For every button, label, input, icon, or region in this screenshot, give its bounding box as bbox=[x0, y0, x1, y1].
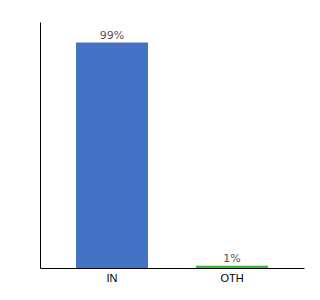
bar bbox=[196, 266, 268, 268]
data-labels: 99% 1% bbox=[100, 29, 241, 265]
y-axis bbox=[40, 23, 41, 269]
x-tick: OTH bbox=[220, 272, 243, 284]
bars bbox=[76, 43, 268, 269]
x-axis-line bbox=[41, 268, 305, 269]
y-axis-line bbox=[40, 23, 41, 269]
data-label: 1% bbox=[223, 252, 240, 265]
bar bbox=[76, 43, 148, 269]
x-tick-label: IN bbox=[107, 272, 118, 284]
chart-svg: IN OTH 99% 1% bbox=[0, 0, 320, 300]
data-label: 99% bbox=[100, 29, 124, 42]
x-axis: IN OTH bbox=[41, 269, 305, 284]
x-tick: IN bbox=[107, 272, 118, 284]
x-tick-label: OTH bbox=[220, 272, 243, 284]
chart-container: IN OTH 99% 1% bbox=[0, 0, 320, 300]
